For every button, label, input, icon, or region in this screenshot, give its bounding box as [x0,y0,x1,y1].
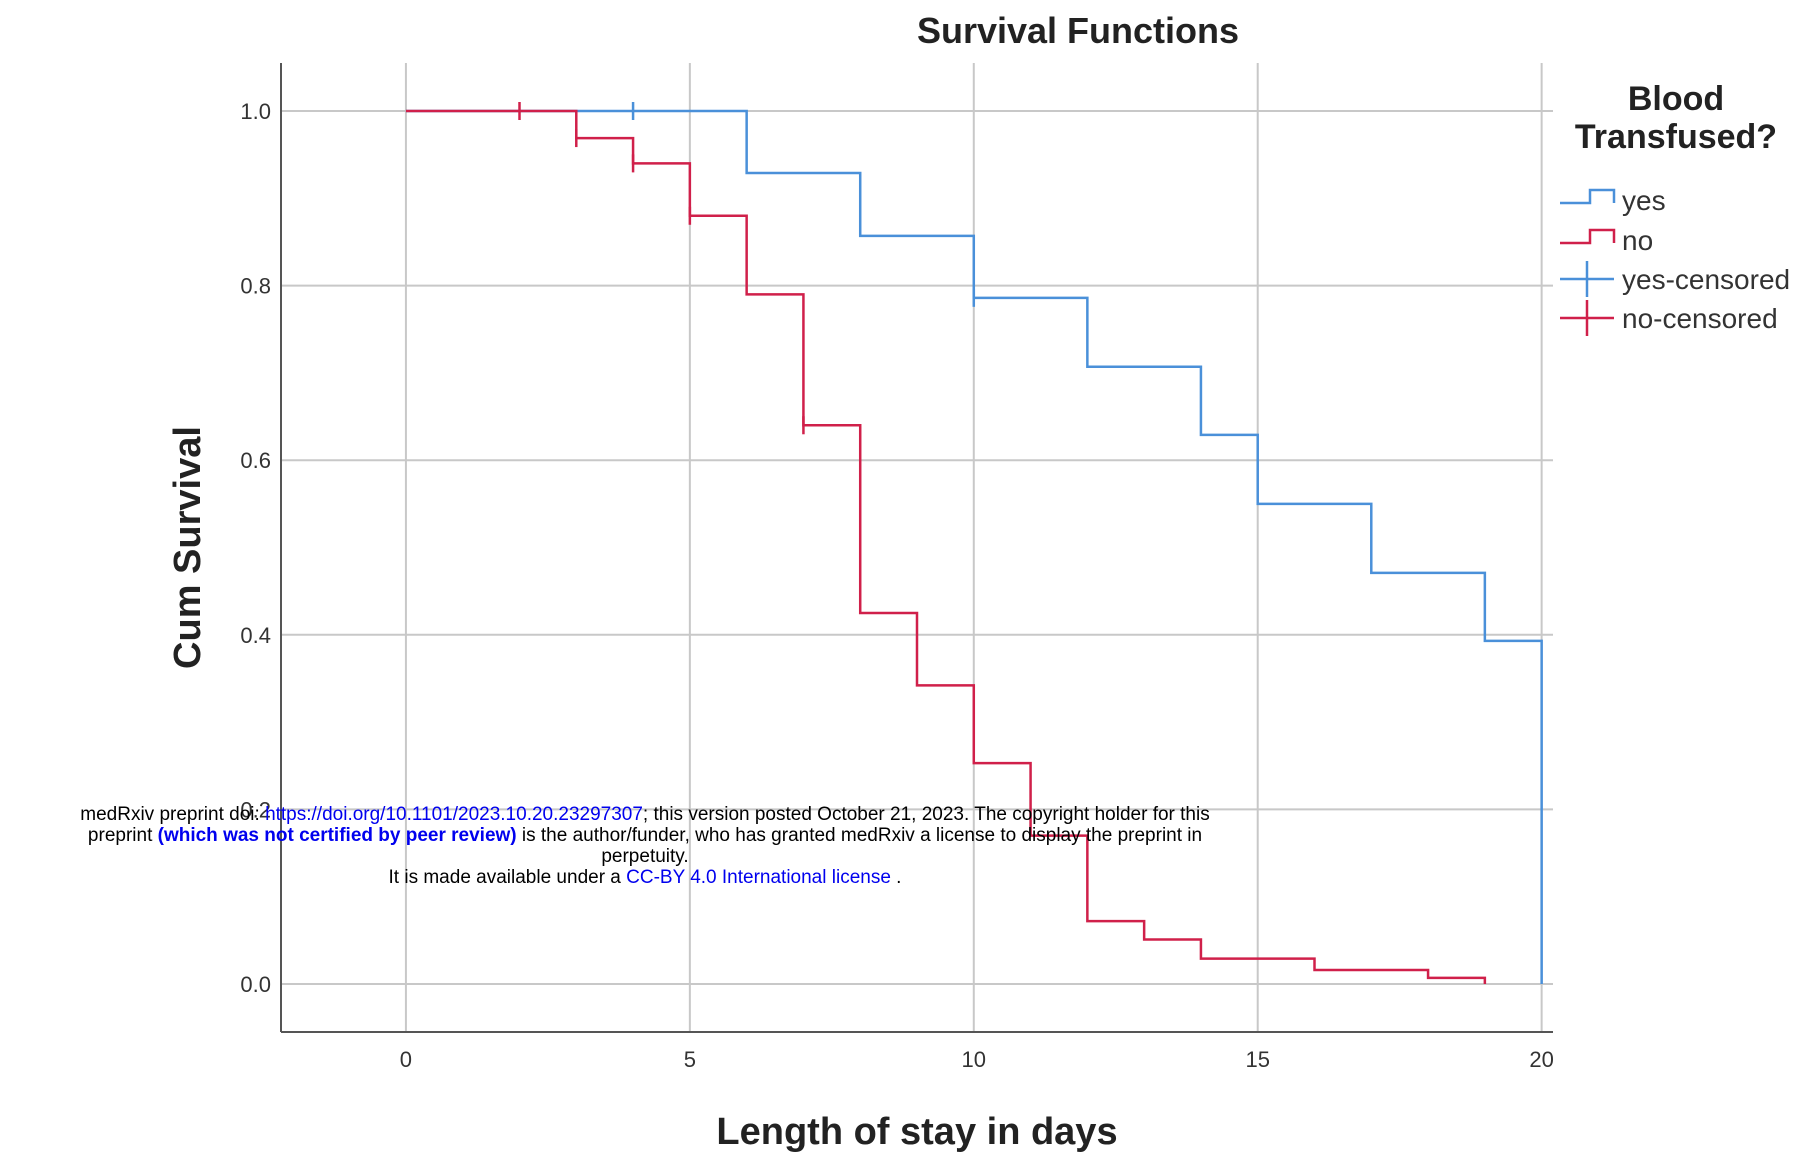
y-axis-title: Cum Survival [167,426,209,669]
y-tick-label: 0.4 [240,623,271,648]
x-tick-label: 0 [400,1047,412,1072]
preprint-notice: medRxiv preprint doi: https://doi.org/10… [0,804,1290,888]
chart-title: Survival Functions [917,10,1239,51]
y-tick-label: 0.6 [240,448,271,473]
notice-line-2: preprint (which was not certified by pee… [87,825,1203,846]
legend-label-no: no [1622,225,1653,256]
legend-swatch-no [1560,228,1616,245]
legend-label-no-censored: no-censored [1622,303,1778,334]
x-tick-label: 5 [684,1047,696,1072]
notice-line-4: It is made available under a CC-BY 4.0 I… [388,867,902,888]
notice-line-1: medRxiv preprint doi: https://doi.org/10… [80,804,1210,825]
legend-label-yes-censored: yes-censored [1622,264,1790,295]
license-link[interactable]: CC-BY 4.0 International license [626,867,891,888]
series-no-line [405,109,1487,984]
y-tick-label: 0.0 [240,972,271,997]
legend-title-line-2: Transfused? [1575,118,1777,156]
notice-line-3: perpetuity. [601,846,689,867]
y-tick-label: 1.0 [240,99,271,124]
legend-title-line-1: Blood [1628,80,1724,118]
legend-swatch-yes [1560,188,1616,205]
y-tick-label: 0.2 [240,797,271,822]
x-tick-label: 20 [1529,1047,1553,1072]
x-tick-label: 10 [962,1047,986,1072]
x-tick-label: 15 [1245,1047,1269,1072]
doi-link[interactable]: https://doi.org/10.1101/2023.10.20.23297… [265,804,643,825]
y-tick-label: 0.8 [240,274,271,299]
x-axis-title: Length of stay in days [716,1111,1117,1153]
peer-review-note: (which was not certified by peer review) [157,825,517,846]
legend-label-yes: yes [1622,185,1666,216]
series-yes-line [405,109,1543,984]
